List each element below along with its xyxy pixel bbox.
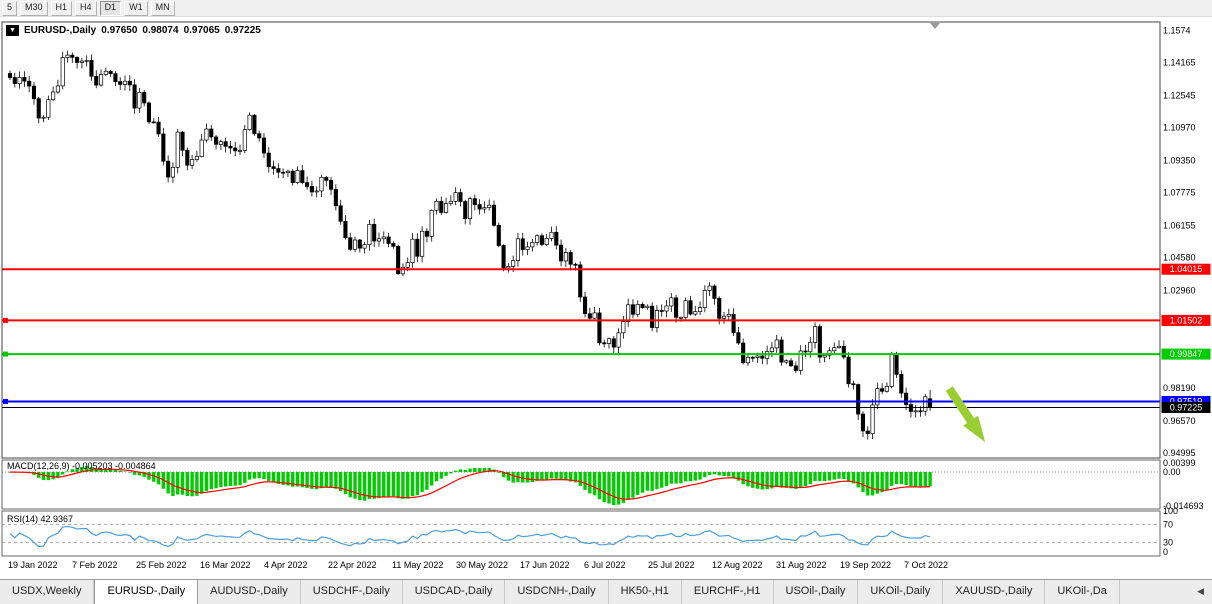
symbol-tab-bar: USDX,Weekly EURUSD-,Daily AUDUSD-,Daily USD… <box>0 579 1212 604</box>
svg-text:7 Oct 2022: 7 Oct 2022 <box>904 560 948 570</box>
svg-text:25 Feb 2022: 25 Feb 2022 <box>136 560 187 570</box>
chart-ohlc-header: ▼ EURUSD-,Daily 0.97650 0.98074 0.97065 … <box>6 25 261 36</box>
candles-layer <box>7 50 933 440</box>
chart-shift-marker[interactable] <box>930 23 940 29</box>
timeframe-button-H1[interactable]: H1 <box>50 0 73 16</box>
svg-text:30 May 2022: 30 May 2022 <box>456 560 508 570</box>
high-value: 0.98074 <box>142 25 179 36</box>
svg-text:19 Jan 2022: 19 Jan 2022 <box>8 560 58 570</box>
svg-text:0.00: 0.00 <box>1163 467 1181 477</box>
chart-symbol-label: EURUSD-,Daily <box>24 25 97 36</box>
trend-arrow-annotation[interactable] <box>945 386 986 443</box>
close-value: 0.97225 <box>224 25 261 36</box>
svg-text:-0.014693: -0.014693 <box>1163 501 1204 511</box>
chart-canvas[interactable]: 1.1574 1.14165 1.12545 1.10970 1.09350 1.0777… <box>0 17 1212 579</box>
symbol-tab-0[interactable]: USDX,Weekly <box>0 580 95 604</box>
svg-text:0: 0 <box>1163 547 1168 557</box>
symbol-tab-7[interactable]: EURCHF-,H1 <box>682 580 774 604</box>
symbol-tab-8[interactable]: USOil-,Daily <box>774 580 859 604</box>
date-axis[interactable]: 19 Jan 2022 7 Feb 2022 25 Feb 2022 16 Mar 2… <box>8 560 948 570</box>
symbol-tab-2[interactable]: AUDUSD-,Daily <box>198 580 301 604</box>
svg-text:1.01502: 1.01502 <box>1170 315 1203 325</box>
svg-text:11 May 2022: 11 May 2022 <box>392 560 443 570</box>
svg-text:100: 100 <box>1163 506 1178 516</box>
timeframe-toolbar: 5 M30 H1 H4 D1 W1 MN <box>0 0 1212 17</box>
svg-text:70: 70 <box>1163 520 1173 530</box>
svg-text:1.09350: 1.09350 <box>1163 156 1196 166</box>
timeframe-button-MN[interactable]: MN <box>150 0 175 16</box>
svg-text:19 Sep 2022: 19 Sep 2022 <box>840 560 891 570</box>
svg-text:1.10970: 1.10970 <box>1163 123 1196 133</box>
svg-text:0.94995: 0.94995 <box>1163 448 1196 458</box>
horizontal-line-0.99847[interactable] <box>2 351 1160 357</box>
svg-text:1.07775: 1.07775 <box>1163 188 1196 198</box>
svg-text:1.02960: 1.02960 <box>1163 286 1196 296</box>
svg-text:17 Jun 2022: 17 Jun 2022 <box>520 560 570 570</box>
svg-text:25 Jul 2022: 25 Jul 2022 <box>648 560 695 570</box>
svg-text:16 Mar 2022: 16 Mar 2022 <box>200 560 251 570</box>
symbol-tab-6[interactable]: HK50-,H1 <box>609 580 682 604</box>
timeframe-button-H4[interactable]: H4 <box>75 0 97 16</box>
svg-text:0.98190: 0.98190 <box>1163 383 1196 393</box>
svg-text:7 Feb 2022: 7 Feb 2022 <box>72 560 118 570</box>
symbol-tab-1[interactable]: EURUSD-,Daily <box>94 580 199 604</box>
horizontal-line-0.97519[interactable] <box>2 398 1160 404</box>
svg-text:1.04580: 1.04580 <box>1163 253 1196 263</box>
timeframe-button-W1[interactable]: W1 <box>124 0 148 16</box>
rsi-indicator-label: RSI(14) 42.9367 <box>7 514 74 524</box>
svg-text:30: 30 <box>1163 538 1173 548</box>
symbol-tab-10[interactable]: XAUUSD-,Daily <box>943 580 1046 604</box>
svg-text:0.96570: 0.96570 <box>1163 416 1196 426</box>
svg-text:0.99847: 0.99847 <box>1170 349 1203 359</box>
symbol-tab-9[interactable]: UKOil-,Daily <box>858 580 944 604</box>
open-value: 0.97650 <box>101 25 138 36</box>
symbol-tabs: USDX,Weekly EURUSD-,Daily AUDUSD-,Daily USD… <box>0 580 1120 604</box>
low-value: 0.97065 <box>183 25 220 36</box>
chart-dropdown-icon[interactable]: ▼ <box>6 25 19 36</box>
svg-text:0.00399: 0.00399 <box>1163 458 1196 468</box>
symbol-tab-3[interactable]: USDCHF-,Daily <box>301 580 403 604</box>
svg-text:1.1574: 1.1574 <box>1163 26 1191 36</box>
svg-text:1.14165: 1.14165 <box>1163 58 1196 68</box>
timeframe-button-5[interactable]: 5 <box>2 0 18 16</box>
svg-text:1.12545: 1.12545 <box>1163 91 1196 101</box>
tab-scroll-left-icon[interactable]: ◀ <box>1197 586 1204 596</box>
pane-borders <box>1 21 1161 557</box>
symbol-tab-5[interactable]: USDCNH-,Daily <box>505 580 609 604</box>
symbol-tab-4[interactable]: USDCAD-,Daily <box>403 580 506 604</box>
svg-text:31 Aug 2022: 31 Aug 2022 <box>776 560 827 570</box>
horizontal-line-1.01502[interactable] <box>2 317 1160 323</box>
svg-text:0.97225: 0.97225 <box>1170 402 1203 412</box>
timeframe-button-D1[interactable]: D1 <box>99 0 122 16</box>
macd-indicator-label: MACD(12,26,9) -0.005203 -0.004864 <box>7 461 156 471</box>
svg-text:22 Apr 2022: 22 Apr 2022 <box>328 560 377 570</box>
svg-text:1.04015: 1.04015 <box>1170 264 1203 274</box>
svg-text:4 Apr 2022: 4 Apr 2022 <box>264 560 308 570</box>
svg-text:6 Jul 2022: 6 Jul 2022 <box>584 560 626 570</box>
rsi-pane: 100 70 300 <box>2 506 1178 557</box>
svg-text:12 Aug 2022: 12 Aug 2022 <box>712 560 763 570</box>
timeframe-button-M30[interactable]: M30 <box>20 0 48 16</box>
svg-text:1.06155: 1.06155 <box>1163 221 1196 231</box>
svg-text:0.97519: 0.97519 <box>1170 396 1203 406</box>
symbol-tab-11[interactable]: UKOil-,Da <box>1045 580 1120 604</box>
